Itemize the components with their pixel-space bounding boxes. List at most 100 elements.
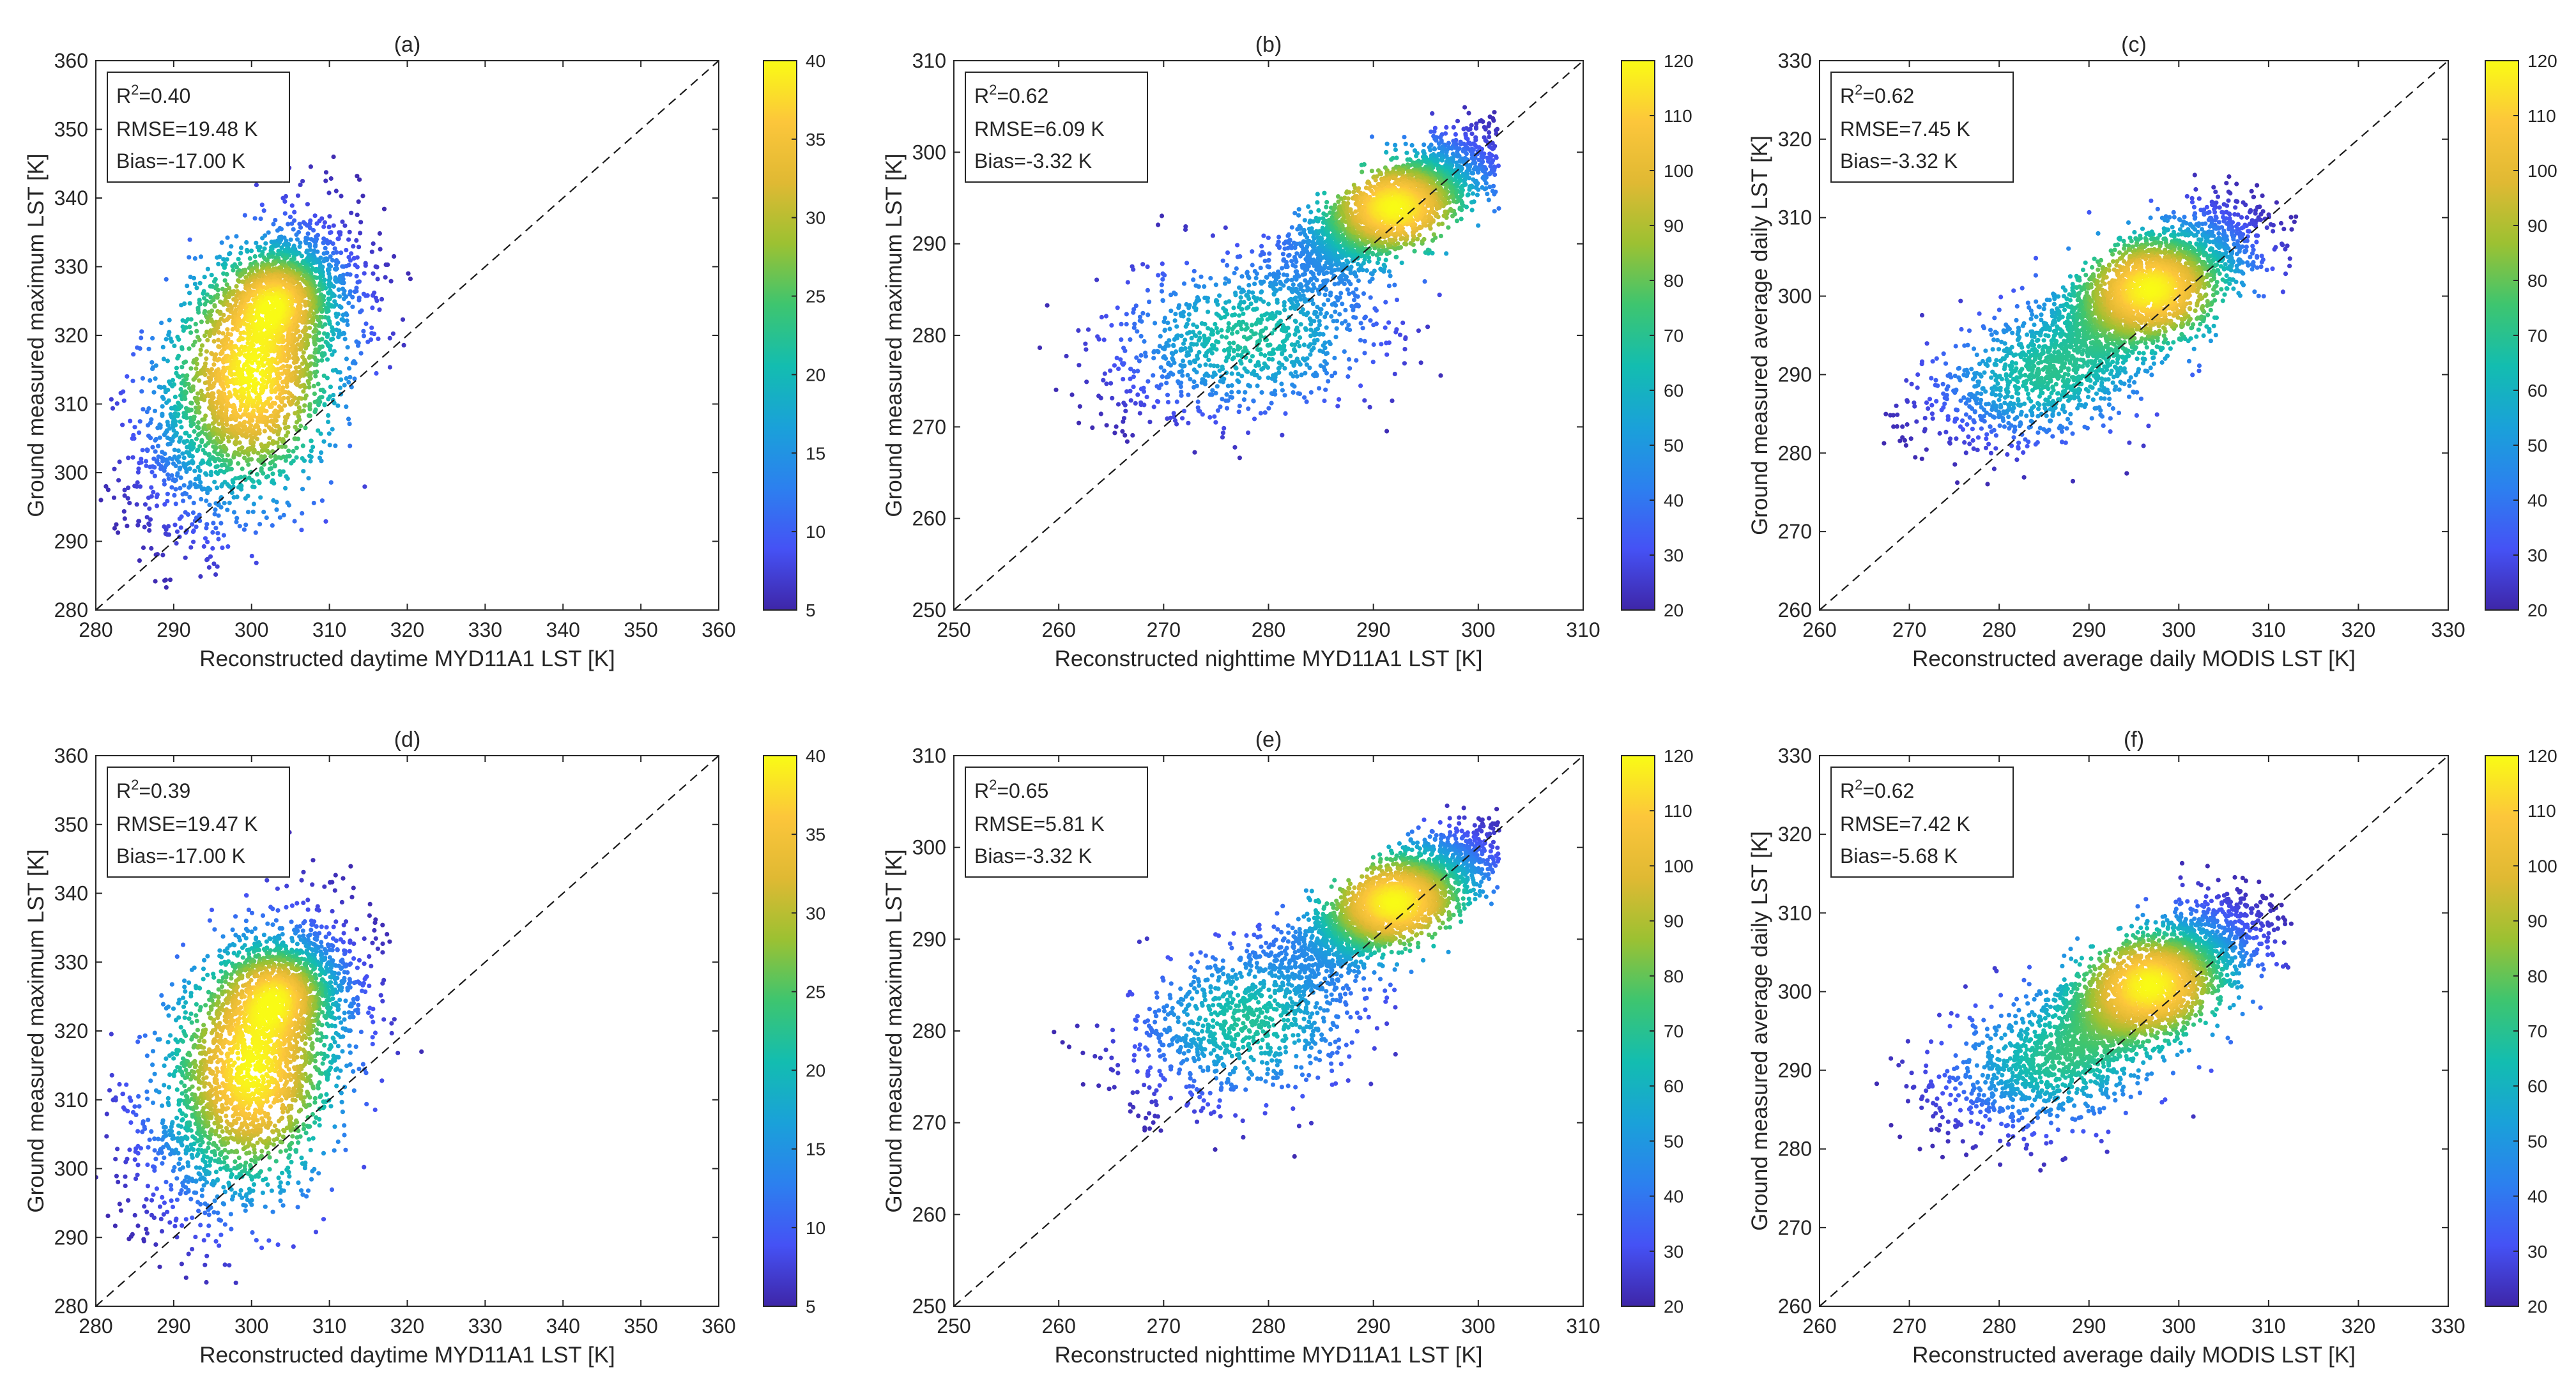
- data-point: [305, 379, 310, 384]
- data-point: [277, 436, 282, 441]
- data-point: [1224, 392, 1229, 397]
- data-point: [305, 276, 310, 281]
- data-point: [321, 240, 326, 245]
- data-point: [240, 372, 245, 377]
- data-point: [162, 482, 167, 487]
- data-point: [278, 472, 283, 477]
- data-point: [224, 282, 229, 287]
- data-point: [325, 309, 330, 314]
- data-point: [1179, 380, 1184, 385]
- data-point: [277, 469, 282, 474]
- data-point: [326, 224, 332, 229]
- data-point: [300, 355, 305, 360]
- data-point: [1181, 358, 1186, 363]
- data-point: [353, 263, 358, 268]
- data-point: [215, 414, 220, 419]
- data-point: [1492, 110, 1497, 115]
- data-point: [1225, 398, 1230, 403]
- data-point: [1108, 368, 1113, 373]
- data-point: [136, 466, 141, 471]
- data-point: [1333, 309, 1338, 314]
- data-point: [1119, 337, 1124, 342]
- data-point: [1296, 391, 1301, 396]
- data-point: [1290, 382, 1295, 387]
- data-point: [240, 466, 245, 471]
- data-point: [326, 397, 331, 402]
- data-point: [1352, 298, 1357, 303]
- data-point: [190, 384, 195, 389]
- r2-text: R2=0.40: [116, 82, 190, 107]
- data-point: [261, 509, 266, 515]
- data-point: [392, 254, 397, 259]
- data-point: [1118, 357, 1123, 362]
- data-point: [331, 250, 336, 256]
- data-point: [307, 385, 312, 390]
- data-point: [383, 262, 388, 267]
- data-point: [344, 404, 349, 409]
- data-point: [1208, 276, 1213, 281]
- data-point: [211, 561, 217, 567]
- data-point: [225, 507, 230, 512]
- data-point: [328, 337, 334, 342]
- data-point: [263, 286, 268, 291]
- data-point: [1171, 342, 1176, 348]
- data-point: [173, 423, 178, 428]
- data-point: [365, 339, 371, 344]
- data-point: [1475, 192, 1480, 197]
- data-point: [153, 363, 158, 368]
- data-point: [1346, 357, 1352, 362]
- data-point: [226, 544, 231, 549]
- data-point: [1480, 169, 1485, 174]
- data-point: [140, 448, 145, 453]
- data-point: [203, 372, 208, 378]
- data-point: [1192, 379, 1197, 385]
- data-point: [1147, 420, 1153, 425]
- data-point: [300, 456, 305, 461]
- data-point: [1123, 432, 1128, 438]
- y-tick-label: 290: [54, 530, 88, 553]
- data-point: [162, 451, 167, 457]
- data-point: [1170, 356, 1175, 361]
- data-point: [286, 430, 291, 435]
- data-point: [1121, 419, 1126, 424]
- data-point: [224, 458, 229, 463]
- data-point: [1476, 157, 1482, 162]
- data-point: [316, 381, 321, 386]
- data-point: [282, 403, 288, 408]
- data-point: [193, 477, 198, 482]
- data-point: [279, 245, 284, 250]
- data-point: [262, 429, 267, 434]
- data-point: [1388, 273, 1393, 278]
- data-point: [274, 507, 279, 512]
- data-point: [300, 361, 305, 366]
- data-point: [330, 368, 336, 373]
- data-point: [172, 394, 178, 400]
- data-point: [149, 546, 154, 551]
- data-point: [1328, 293, 1333, 298]
- data-point: [1151, 356, 1156, 361]
- data-point: [217, 344, 222, 349]
- data-point: [1138, 333, 1144, 339]
- data-point: [167, 532, 172, 537]
- data-point: [206, 565, 211, 570]
- data-point: [187, 466, 192, 471]
- data-point: [199, 319, 204, 324]
- data-point: [347, 422, 352, 427]
- data-point: [1146, 312, 1151, 317]
- data-point: [250, 309, 255, 314]
- data-point: [1112, 363, 1117, 368]
- data-point: [213, 469, 218, 475]
- data-point: [361, 333, 367, 339]
- data-point: [125, 374, 130, 379]
- data-point: [1437, 293, 1442, 298]
- data-point: [1370, 360, 1376, 365]
- data-point: [243, 523, 249, 528]
- data-point: [1165, 320, 1170, 325]
- data-point: [1130, 432, 1135, 438]
- data-point: [245, 249, 250, 254]
- data-point: [1358, 383, 1363, 388]
- data-point: [1215, 408, 1220, 413]
- data-point: [181, 498, 186, 503]
- data-point: [142, 502, 148, 507]
- data-point: [1308, 333, 1314, 339]
